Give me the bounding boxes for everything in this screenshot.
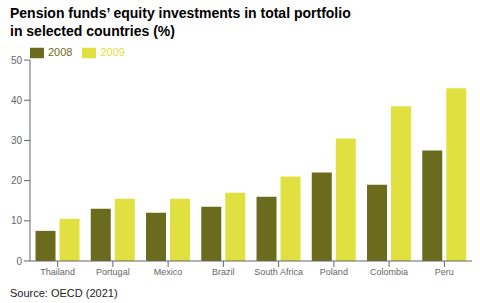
- html-text:2008: 2008: [48, 46, 73, 58]
- html-text:in selected countries (%): in selected countries (%): [10, 23, 175, 39]
- svg-text:Poland: Poland: [320, 267, 348, 277]
- svg-text:0: 0: [16, 256, 22, 267]
- svg-text:South Africa: South Africa: [254, 267, 303, 277]
- svg-text:30: 30: [11, 135, 23, 146]
- svg-text:Peru: Peru: [435, 267, 454, 277]
- html-text:Pension funds’ equity investme: Pension funds’ equity investments in tot…: [10, 5, 351, 21]
- html-text:2009: 2009: [100, 46, 125, 58]
- html-text:Source: OECD (2021): Source: OECD (2021): [10, 287, 118, 299]
- svg-text:20: 20: [11, 175, 23, 186]
- svg-text:Thailand: Thailand: [40, 267, 75, 277]
- svg-text:50: 50: [11, 55, 23, 66]
- svg-text:Colombia: Colombia: [370, 267, 408, 277]
- svg-text:10: 10: [11, 215, 23, 226]
- svg-text:Portugal: Portugal: [96, 267, 130, 277]
- svg-text:40: 40: [11, 95, 23, 106]
- svg-text:Mexico: Mexico: [154, 267, 183, 277]
- svg-text:Brazil: Brazil: [212, 267, 235, 277]
